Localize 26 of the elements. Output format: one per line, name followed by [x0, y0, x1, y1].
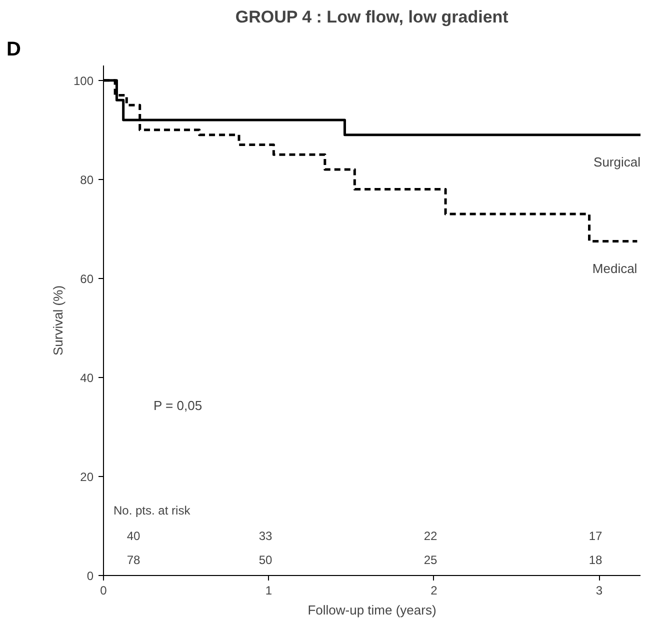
y-tick-label: 60	[80, 272, 94, 286]
annotation: 18	[588, 553, 602, 567]
annotation: 25	[424, 553, 438, 567]
y-axis-title: Survival (%)	[50, 285, 66, 356]
y-tick-label: 20	[80, 470, 94, 484]
annotation: 50	[258, 553, 272, 567]
y-tick-label: 40	[80, 370, 94, 385]
annotation: 40	[126, 529, 140, 543]
chart-title: GROUP 4 : Low flow, low gradient	[235, 8, 509, 26]
annotation: 17	[588, 529, 602, 543]
x-tick-label: 0	[100, 584, 108, 598]
series-label: Medical	[592, 261, 638, 276]
y-tick-label: 0	[86, 569, 94, 583]
y-tick-label: 80	[80, 172, 94, 187]
annotation: 78	[126, 553, 140, 567]
annotation: P = 0,05	[154, 398, 202, 413]
annotation: 33	[258, 529, 272, 543]
text: D	[6, 38, 21, 60]
x-tick-label: 2	[430, 584, 438, 598]
y-tick-label: 100	[73, 74, 94, 88]
annotation: No. pts. at risk	[114, 504, 192, 518]
x-tick-label: 3	[596, 584, 603, 598]
x-axis-title: Follow-up time (years)	[308, 602, 436, 618]
series-label: Surgical	[594, 154, 641, 170]
x-tick-label: 1	[265, 584, 272, 598]
annotation: 22	[424, 529, 438, 543]
